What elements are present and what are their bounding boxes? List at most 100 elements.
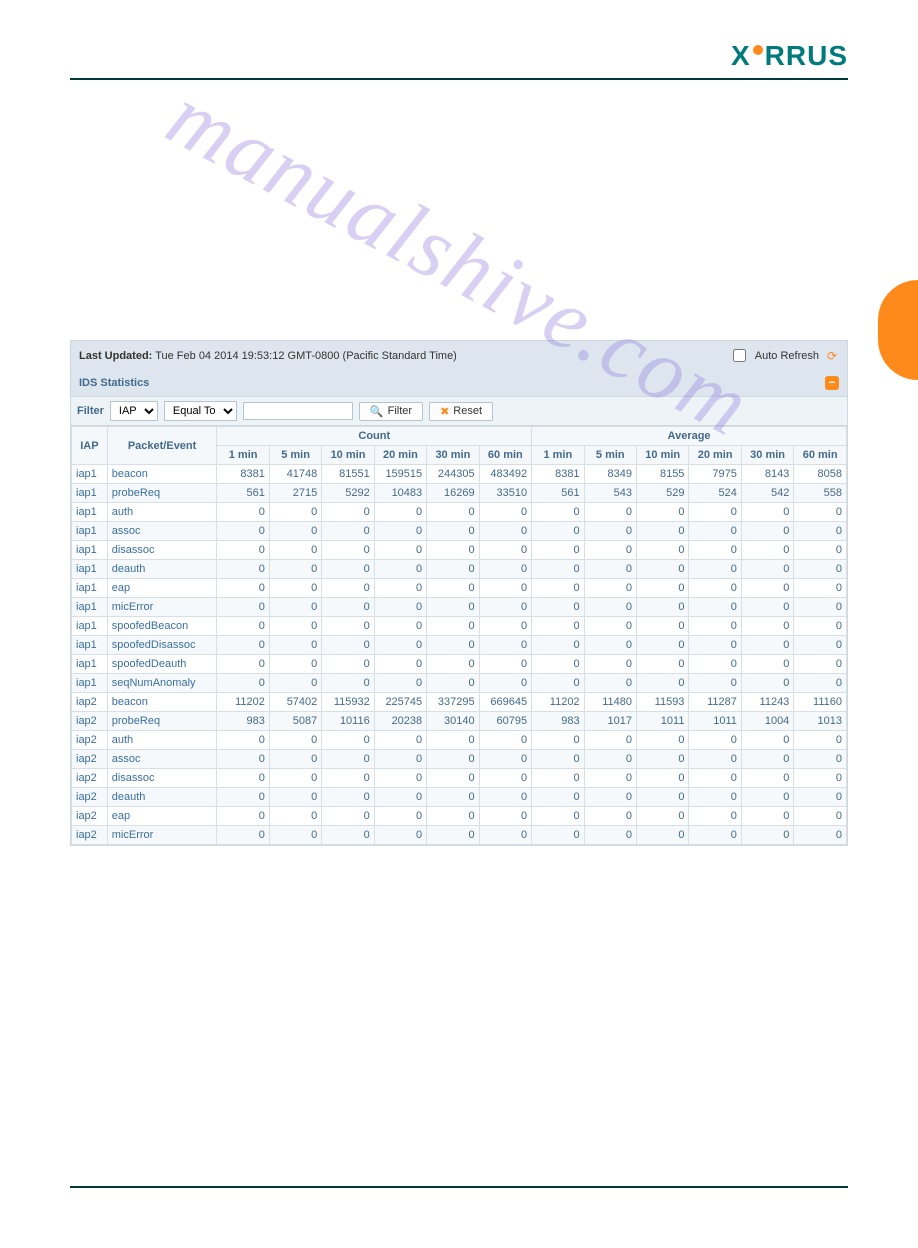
- cell-avg: 0: [532, 807, 584, 826]
- col-avg-60min[interactable]: 60 min: [794, 446, 847, 465]
- cell-avg: 0: [741, 731, 793, 750]
- page-edge-tab: [878, 280, 918, 380]
- cell-event: micError: [107, 826, 217, 845]
- table-row: iap2assoc000000000000: [72, 750, 847, 769]
- cell-count: 0: [427, 788, 479, 807]
- cell-count: 30140: [427, 712, 479, 731]
- cell-count: 0: [374, 522, 426, 541]
- col-avg-1min[interactable]: 1 min: [532, 446, 584, 465]
- cell-count: 0: [269, 617, 321, 636]
- cell-avg: 0: [584, 503, 636, 522]
- filter-value-input[interactable]: [243, 402, 353, 420]
- cell-avg: 11480: [584, 693, 636, 712]
- cell-iap: iap2: [72, 788, 108, 807]
- refresh-icon[interactable]: ⟳: [825, 349, 839, 363]
- cell-count: 0: [217, 750, 269, 769]
- cell-avg: 0: [584, 636, 636, 655]
- table-row: iap1probeReq5612715529210483162693351056…: [72, 484, 847, 503]
- cell-count: 0: [427, 579, 479, 598]
- ids-table-body: iap1beacon838141748815511595152443054834…: [72, 465, 847, 845]
- cell-count: 0: [269, 826, 321, 845]
- cell-avg: 0: [584, 541, 636, 560]
- cell-count: 0: [479, 655, 532, 674]
- table-row: iap1auth000000000000: [72, 503, 847, 522]
- col-count-10min[interactable]: 10 min: [322, 446, 374, 465]
- cell-avg: 0: [689, 560, 741, 579]
- cell-avg: 0: [584, 826, 636, 845]
- cell-avg: 0: [584, 579, 636, 598]
- cell-avg: 0: [794, 541, 847, 560]
- col-group-count: Count: [217, 427, 532, 446]
- cell-event: spoofedDeauth: [107, 655, 217, 674]
- cell-count: 0: [217, 617, 269, 636]
- cell-count: 0: [479, 674, 532, 693]
- cell-count: 0: [479, 522, 532, 541]
- col-count-20min[interactable]: 20 min: [374, 446, 426, 465]
- table-row: iap1deauth000000000000: [72, 560, 847, 579]
- col-avg-20min[interactable]: 20 min: [689, 446, 741, 465]
- cell-event: disassoc: [107, 769, 217, 788]
- cell-event: micError: [107, 598, 217, 617]
- cell-count: 16269: [427, 484, 479, 503]
- cell-avg: 0: [689, 522, 741, 541]
- collapse-icon[interactable]: −: [825, 376, 839, 390]
- table-row: iap2disassoc000000000000: [72, 769, 847, 788]
- filter-bar: Filter IAP Equal To 🔍 Filter ✖ Reset: [71, 396, 847, 426]
- cell-avg: 0: [532, 598, 584, 617]
- cell-avg: 0: [532, 769, 584, 788]
- cell-avg: 0: [741, 655, 793, 674]
- cell-avg: 0: [741, 674, 793, 693]
- cell-avg: 543: [584, 484, 636, 503]
- cell-iap: iap1: [72, 503, 108, 522]
- filter-button[interactable]: 🔍 Filter: [359, 402, 423, 421]
- col-group-average: Average: [532, 427, 847, 446]
- cell-avg: 0: [637, 655, 689, 674]
- col-iap[interactable]: IAP: [72, 427, 108, 465]
- cell-count: 41748: [269, 465, 321, 484]
- auto-refresh-checkbox[interactable]: [733, 349, 746, 362]
- col-count-30min[interactable]: 30 min: [427, 446, 479, 465]
- cell-avg: 0: [741, 826, 793, 845]
- cell-avg: 8155: [637, 465, 689, 484]
- reset-button[interactable]: ✖ Reset: [429, 402, 493, 421]
- cell-avg: 0: [637, 579, 689, 598]
- cell-count: 0: [269, 731, 321, 750]
- cell-event: deauth: [107, 788, 217, 807]
- cell-avg: 0: [637, 750, 689, 769]
- cell-avg: 11202: [532, 693, 584, 712]
- cell-count: 483492: [479, 465, 532, 484]
- cell-avg: 8143: [741, 465, 793, 484]
- cell-count: 0: [374, 655, 426, 674]
- filter-label: Filter: [77, 405, 104, 417]
- cell-count: 0: [374, 598, 426, 617]
- cell-avg: 0: [741, 541, 793, 560]
- cell-count: 225745: [374, 693, 426, 712]
- cell-count: 0: [427, 503, 479, 522]
- filter-field-select[interactable]: IAP: [110, 401, 158, 421]
- cell-avg: 0: [532, 522, 584, 541]
- cell-avg: 1011: [637, 712, 689, 731]
- cell-iap: iap2: [72, 693, 108, 712]
- col-avg-30min[interactable]: 30 min: [741, 446, 793, 465]
- col-avg-10min[interactable]: 10 min: [637, 446, 689, 465]
- cell-avg: 0: [584, 674, 636, 693]
- col-event[interactable]: Packet/Event: [107, 427, 217, 465]
- cell-iap: iap1: [72, 522, 108, 541]
- cell-avg: 0: [741, 598, 793, 617]
- filter-operator-select[interactable]: Equal To: [164, 401, 237, 421]
- cell-count: 0: [269, 522, 321, 541]
- cell-avg: 0: [689, 598, 741, 617]
- cell-avg: 0: [794, 807, 847, 826]
- cell-avg: 0: [584, 769, 636, 788]
- cell-avg: 0: [532, 655, 584, 674]
- cell-count: 0: [217, 636, 269, 655]
- col-count-1min[interactable]: 1 min: [217, 446, 269, 465]
- col-count-60min[interactable]: 60 min: [479, 446, 532, 465]
- col-count-5min[interactable]: 5 min: [269, 446, 321, 465]
- table-row: iap1beacon838141748815511595152443054834…: [72, 465, 847, 484]
- cell-count: 0: [374, 617, 426, 636]
- cell-avg: 0: [689, 541, 741, 560]
- cell-count: 0: [427, 731, 479, 750]
- col-avg-5min[interactable]: 5 min: [584, 446, 636, 465]
- cell-iap: iap1: [72, 465, 108, 484]
